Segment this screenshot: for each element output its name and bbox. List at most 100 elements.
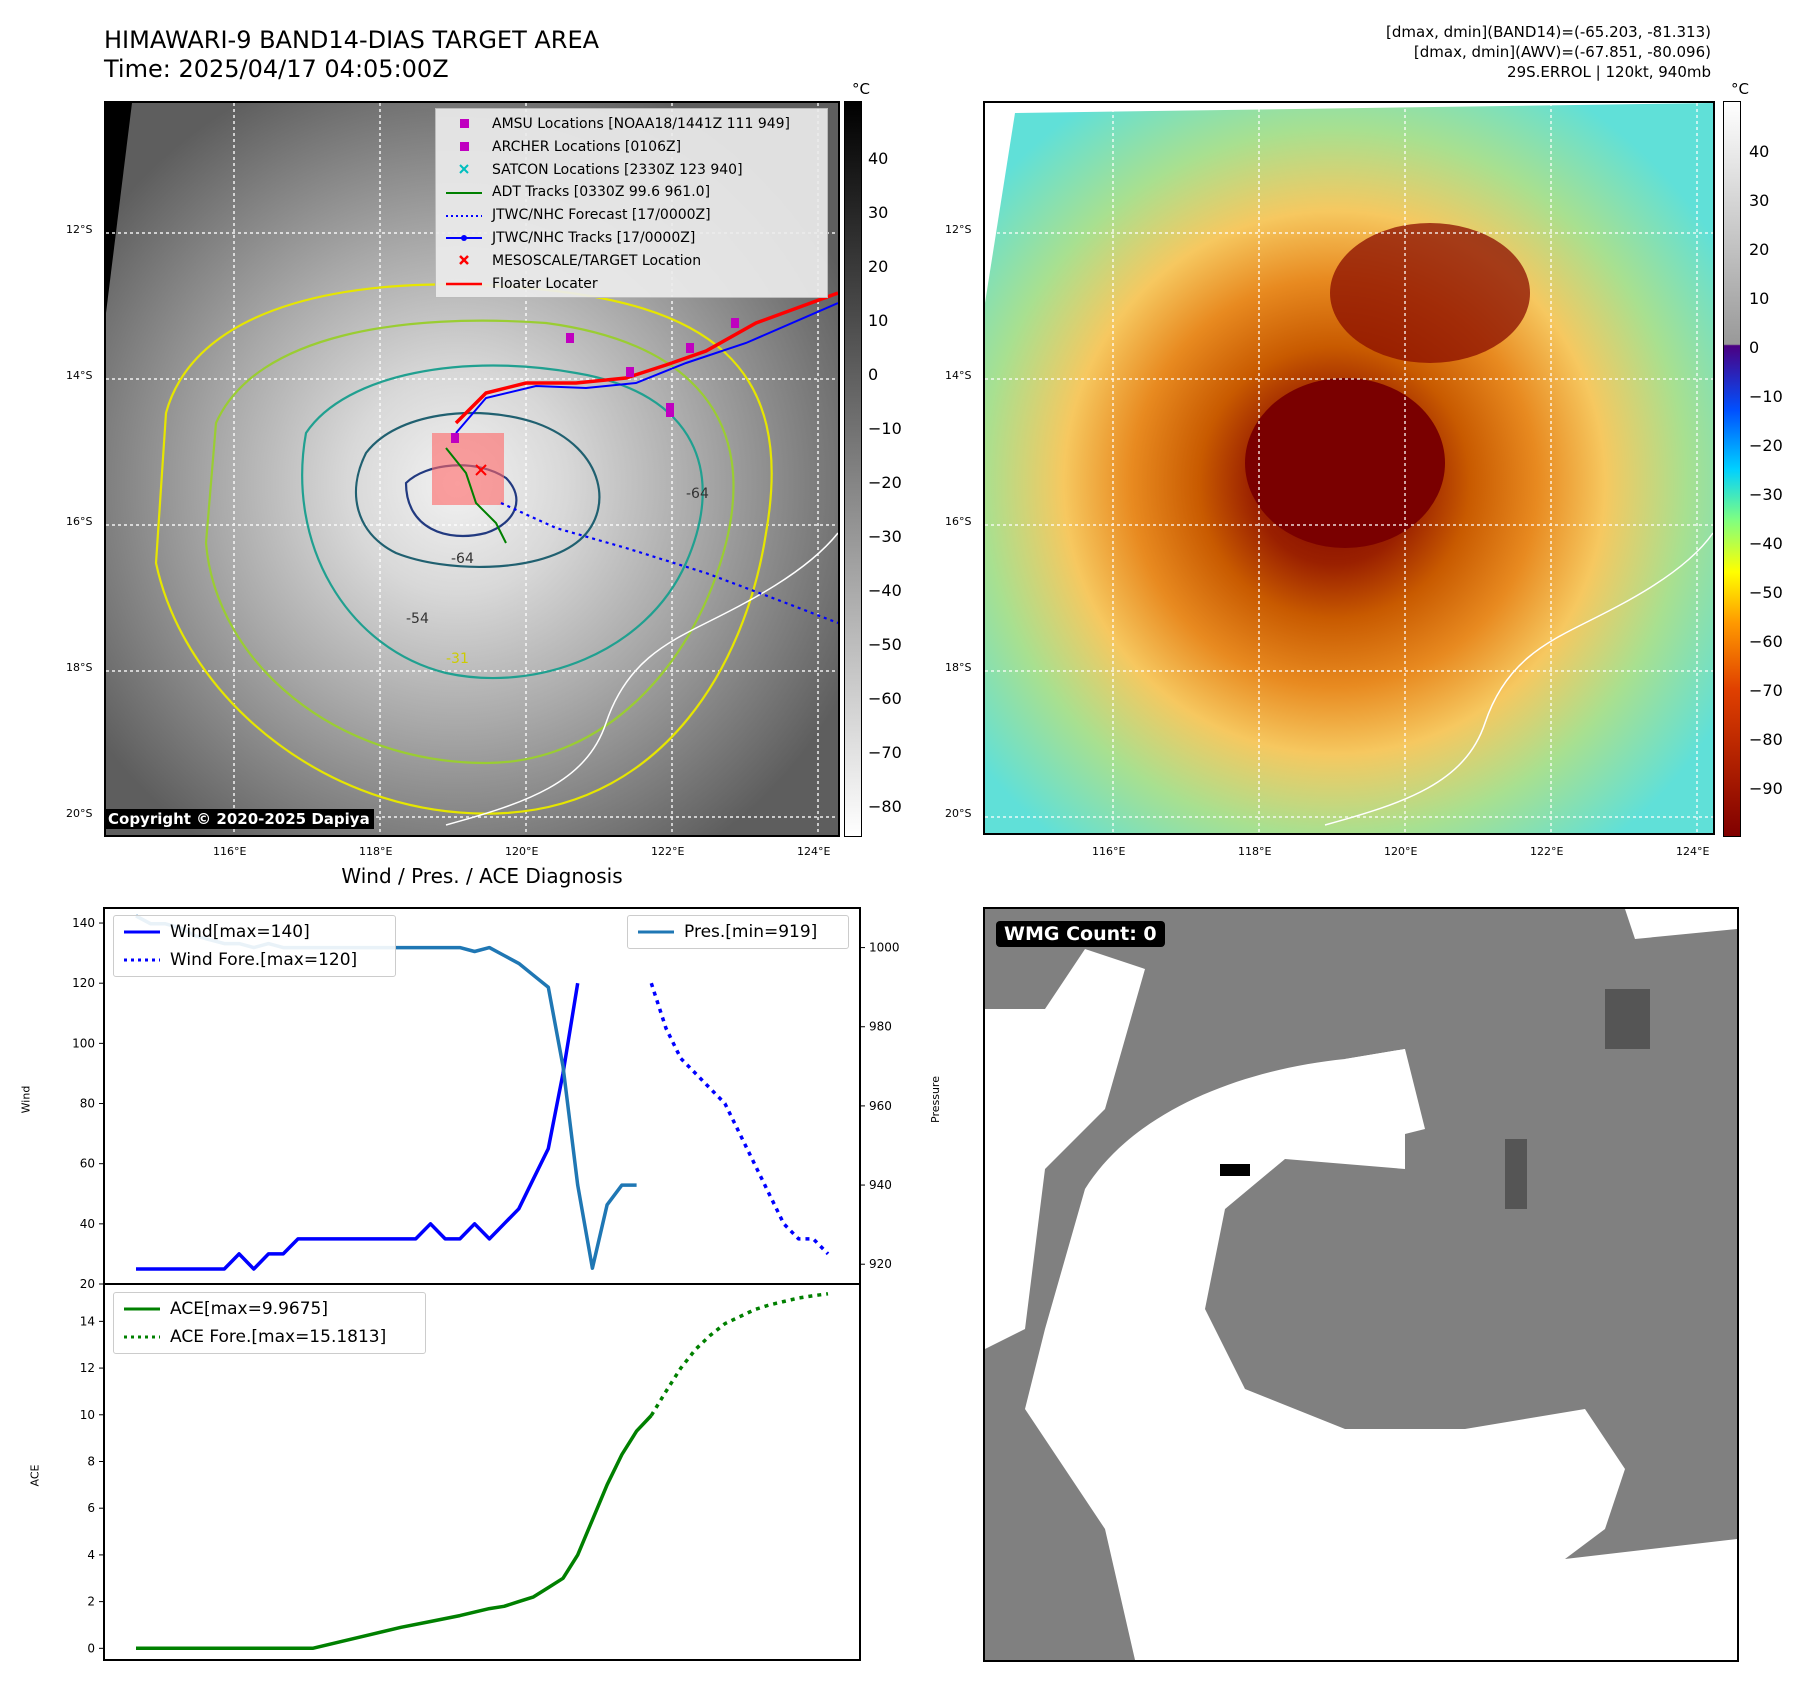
lat-label: 14°S: [945, 369, 972, 382]
lon-label: 122°E: [1530, 845, 1564, 858]
lon-label: 118°E: [1238, 845, 1272, 858]
ace-axis-tick-label: 10: [80, 1408, 95, 1422]
legend-item-wind-fore: Wind Fore.[max=120]: [122, 946, 387, 974]
lat-label: 20°S: [945, 807, 972, 820]
diagnosis-title: Wind / Pres. / ACE Diagnosis: [341, 864, 623, 888]
contour-label: -31: [446, 651, 469, 667]
colorbar-tick: −40: [1749, 534, 1783, 553]
stats-line2: [dmax, dmin](AWV)=(-67.851, -80.096): [1413, 43, 1711, 61]
pressure-axis-tick-label: 960: [869, 1099, 892, 1113]
legend-item-amsu: AMSU Locations [NOAA18/1441Z 111 949]: [444, 113, 819, 136]
wmg-count-badge: WMG Count: 0: [996, 921, 1165, 947]
lat-label: 16°S: [66, 515, 93, 528]
legend-item-wind: Wind[max=140]: [122, 918, 387, 946]
ace-axis-tick-label: 12: [80, 1361, 95, 1375]
adt-track: [445, 447, 507, 544]
lat-label: 20°S: [66, 807, 93, 820]
legend-item-archer: ARCHER Locations [0106Z]: [444, 136, 819, 159]
stats-line1: [dmax, dmin](BAND14)=(-65.203, -81.313): [1386, 23, 1711, 41]
lon-label: 120°E: [1384, 845, 1418, 858]
line-icon: [124, 1307, 160, 1311]
ace-axis-tick-label: 0: [87, 1641, 95, 1655]
contour-label: -54: [406, 611, 429, 627]
ace-axis-tick-label: 4: [87, 1548, 95, 1562]
wind-forecast-line: [649, 982, 830, 1256]
grayscale-colorbar: [844, 101, 862, 837]
legend-item-ace: ACE[max=9.9675]: [122, 1295, 417, 1323]
colorbar-tick: 20: [868, 257, 889, 276]
legend-item-adt: ADT Tracks [0330Z 99.6 961.0]: [444, 181, 819, 204]
colorbar-tick: −80: [1749, 730, 1783, 749]
target-x-marker: [475, 464, 487, 476]
title-line2: Time: 2025/04/17 04:05:00Z: [104, 55, 449, 83]
figure-title: HIMAWARI-9 BAND14-DIAS TARGET AREA Time:…: [104, 26, 599, 84]
pressure-legend: Pres.[min=919]: [627, 915, 849, 949]
colorbar-tick: −70: [1749, 681, 1783, 700]
lon-label: 116°E: [1092, 845, 1126, 858]
wmg-cell: [1605, 989, 1650, 1049]
contour-label: -64: [686, 486, 709, 502]
wind-axis-tick-label: 140: [72, 916, 95, 930]
pressure-axis-tick-label: 920: [869, 1257, 892, 1271]
lon-label: 124°E: [1676, 845, 1710, 858]
jtwc-forecast-track: [500, 501, 838, 625]
wmg-cell: [1220, 1164, 1250, 1176]
wmg-panel: [983, 907, 1739, 1662]
colorbar-tick: 0: [1749, 338, 1760, 357]
colorbar-tick: −90: [1749, 779, 1783, 798]
colorbar-tick: −20: [868, 473, 902, 492]
pressure-axis-tick-label: 940: [869, 1178, 892, 1192]
wind-axis-tick-label: 100: [72, 1036, 95, 1050]
wind-axis-tick-label: 40: [80, 1217, 95, 1231]
wind-legend: Wind[max=140] Wind Fore.[max=120]: [113, 915, 396, 977]
ace-legend: ACE[max=9.9675] ACE Fore.[max=15.1813]: [113, 1292, 426, 1354]
colorbar-unit: °C: [852, 80, 870, 98]
mesoscale-target-box: [432, 433, 504, 505]
lat-label: 16°S: [945, 515, 972, 528]
copyright-label: Copyright © 2020-2025 Dapiya: [104, 809, 374, 829]
colorbar-tick: −70: [868, 743, 902, 762]
pressure-axis-tick-label: 1000: [869, 941, 900, 955]
wind-line: [136, 982, 580, 1271]
colorbar-tick: 10: [868, 311, 889, 330]
line-dot-icon: [446, 235, 482, 242]
colorbar-tick: −30: [1749, 485, 1783, 504]
enhanced-colorbar: [1723, 101, 1741, 837]
line-icon: [124, 930, 160, 934]
diagnosis-chart: 20 40 60 80 100 120 140 920 940 960 980 1000 0 2 4 6 8…: [72, 907, 900, 1661]
ace-axis-tick-label: 8: [87, 1454, 95, 1468]
line-icon: [446, 191, 482, 194]
colorbar-tick: 40: [1749, 142, 1770, 161]
lat-label: 18°S: [945, 661, 972, 674]
wind-axis-tick-label: 120: [72, 976, 95, 990]
legend-item-jtwc-forecast: JTWC/NHC Forecast [17/0000Z]: [444, 204, 819, 227]
wmg-graphic: [985, 909, 1737, 1660]
stats-line3: 29S.ERROL | 120kt, 940mb: [1507, 63, 1711, 81]
colorbar-tick: −40: [868, 581, 902, 600]
lat-label: 14°S: [66, 369, 93, 382]
x-marker-icon: [459, 255, 469, 266]
wind-axis-label: Wind: [19, 1085, 33, 1114]
ace-axis-tick-label: 6: [87, 1501, 95, 1515]
jtwc-track: [455, 302, 838, 434]
ir-enhanced-map: [983, 101, 1715, 835]
lon-label: 124°E: [797, 845, 831, 858]
lon-label: 118°E: [359, 845, 393, 858]
ace-forecast-line: [649, 1292, 829, 1417]
legend-item-target: MESOSCALE/TARGET Location: [444, 250, 819, 273]
colorbar-tick: −30: [868, 527, 902, 546]
square-marker-icon: [460, 119, 469, 129]
lon-label: 120°E: [505, 845, 539, 858]
legend-item-jtwc-tracks: JTWC/NHC Tracks [17/0000Z]: [444, 227, 819, 250]
map-legend: AMSU Locations [NOAA18/1441Z 111 949] AR…: [435, 108, 828, 298]
wind-axis-tick-label: 80: [80, 1097, 95, 1111]
colorbar-tick: −10: [868, 419, 902, 438]
ir-enhanced-graphic: [985, 103, 1713, 833]
title-line1: HIMAWARI-9 BAND14-DIAS TARGET AREA: [104, 26, 600, 54]
legend-item-ace-fore: ACE Fore.[max=15.1813]: [122, 1323, 417, 1351]
line-icon: [638, 930, 674, 934]
colorbar-unit: °C: [1731, 80, 1749, 98]
legend-item-pres: Pres.[min=919]: [636, 918, 840, 946]
colorbar-tick: 30: [868, 203, 889, 222]
floater-locater-track: [454, 291, 838, 425]
